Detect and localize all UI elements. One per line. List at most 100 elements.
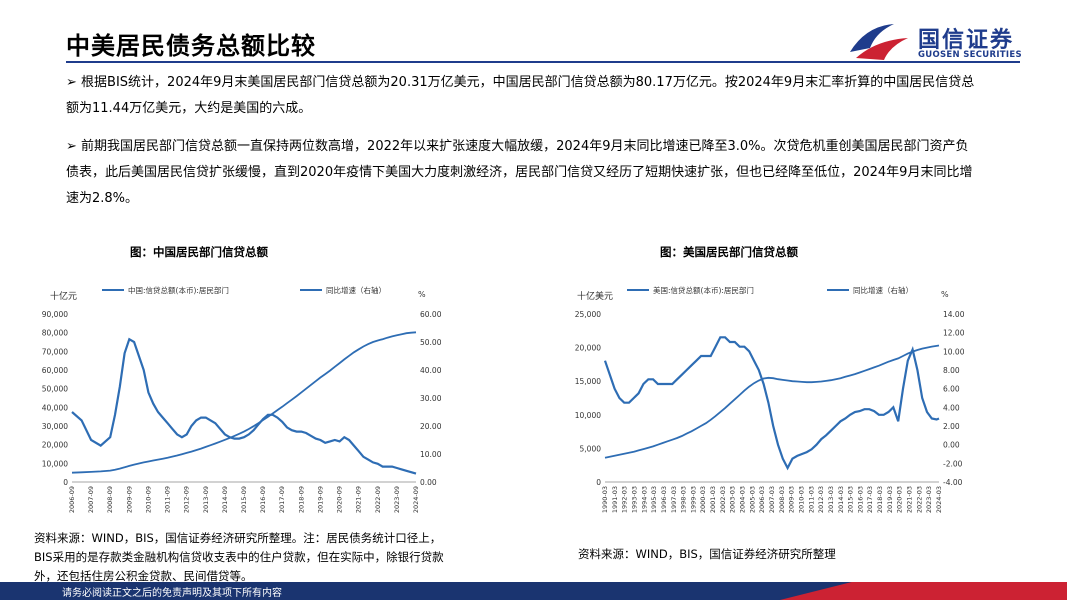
legend-label: 同比增速（右轴） bbox=[326, 285, 386, 295]
x-tick-label: 1993-03 bbox=[630, 486, 638, 513]
x-tick-label: 2020-09 bbox=[336, 486, 344, 513]
us-credit-chart: 十亿美元 % 美国:信贷总额(本币):居民部门 同比增速（右轴） 0 5,000 10,00… bbox=[575, 285, 965, 513]
x-tick-label: 2012-09 bbox=[183, 486, 191, 513]
y-tick-label-left: 0 bbox=[596, 478, 601, 487]
x-tick-label: 1992-03 bbox=[621, 486, 629, 513]
series-line-level bbox=[71, 331, 417, 474]
x-tick-label: 2021-03 bbox=[906, 486, 914, 513]
x-tick-label: 2020-03 bbox=[896, 486, 904, 513]
x-tick-label: 2011-03 bbox=[807, 486, 815, 513]
y-tick-label-left: 90,000 bbox=[42, 310, 68, 319]
x-tick-label: 2006-03 bbox=[758, 486, 766, 513]
bullet-arrow-icon: ➢ bbox=[66, 139, 77, 154]
y-tick-label-left: 0 bbox=[63, 478, 68, 487]
x-tick-label: 1991-03 bbox=[611, 486, 619, 513]
x-tick-label: 2009-03 bbox=[788, 486, 796, 513]
y-tick-label-left: 25,000 bbox=[575, 310, 601, 319]
y-tick-label-right: 4.00 bbox=[943, 403, 960, 412]
y-tick-label-right: 30.00 bbox=[420, 394, 442, 403]
y-tick-label-right: 10.00 bbox=[420, 450, 442, 459]
source-note-us: 资料来源：WIND，BIS，国信证券经济研究所整理 bbox=[578, 547, 836, 561]
y-tick-label-left: 10,000 bbox=[42, 459, 68, 468]
y-tick-label-right: 6.00 bbox=[943, 385, 960, 394]
right-axis-unit: % bbox=[418, 290, 426, 299]
y-tick-label-left: 20,000 bbox=[42, 441, 68, 450]
x-tick-label: 2018-09 bbox=[297, 486, 305, 513]
y-tick-label-right: -4.00 bbox=[943, 478, 963, 487]
company-logo-icon bbox=[850, 24, 908, 60]
x-tick-label: 1998-03 bbox=[680, 486, 688, 513]
x-tick-label: 2021-09 bbox=[355, 486, 363, 513]
x-tick-label: 2001-03 bbox=[709, 486, 717, 513]
legend-label: 美国:信贷总额(本币):居民部门 bbox=[653, 285, 754, 295]
x-tick-label: 2014-03 bbox=[837, 486, 845, 513]
y-tick-label-right: 2.00 bbox=[943, 422, 960, 431]
left-axis-unit: 十亿元 bbox=[50, 290, 77, 302]
x-tick-label: 1994-03 bbox=[640, 486, 648, 513]
x-tick-label: 2011-09 bbox=[164, 486, 172, 513]
y-tick-label-left: 80,000 bbox=[42, 329, 68, 338]
logo-text-en: GUOSEN SECURITIES bbox=[918, 50, 1022, 60]
chart-title-china: 图：中国居民部门信贷总额 bbox=[130, 245, 268, 259]
x-tick-label: 2006-09 bbox=[68, 486, 76, 513]
y-tick-label-right: 12.00 bbox=[943, 329, 965, 338]
y-tick-label-right: 40.00 bbox=[420, 366, 442, 375]
x-tick-label: 2016-09 bbox=[259, 486, 267, 513]
y-tick-label-left: 70,000 bbox=[42, 347, 68, 356]
y-tick-label-right: 60.00 bbox=[420, 310, 442, 319]
title-divider bbox=[66, 61, 1020, 63]
x-tick-label: 2015-09 bbox=[240, 486, 248, 513]
x-tick-label: 2003-03 bbox=[729, 486, 737, 513]
x-tick-label: 2015-03 bbox=[847, 486, 855, 513]
x-tick-label: 2013-03 bbox=[827, 486, 835, 513]
y-tick-label-left: 10,000 bbox=[575, 411, 601, 420]
x-tick-label: 2014-09 bbox=[221, 486, 229, 513]
x-tick-label: 2017-03 bbox=[866, 486, 874, 513]
chart-title-us: 图：美国居民部门信贷总额 bbox=[660, 245, 798, 259]
y-tick-label-left: 50,000 bbox=[42, 385, 68, 394]
x-tick-label: 2009-09 bbox=[125, 486, 133, 513]
x-tick-label: 2000-03 bbox=[699, 486, 707, 513]
x-tick-label: 2016-03 bbox=[856, 486, 864, 513]
y-tick-label-right: -2.00 bbox=[943, 459, 963, 468]
x-tick-label: 2008-03 bbox=[778, 486, 786, 513]
page-title: 中美居民债务总额比较 bbox=[66, 32, 316, 60]
paragraph-bis-total: ➢ 根据BIS统计，2024年9月末美国居民部门信贷总额为20.31万亿美元，中… bbox=[66, 70, 981, 122]
x-tick-label: 2012-03 bbox=[817, 486, 825, 513]
x-tick-label: 2013-09 bbox=[202, 486, 210, 513]
y-tick-label-left: 40,000 bbox=[42, 403, 68, 412]
x-tick-label: 1999-03 bbox=[689, 486, 697, 513]
y-tick-label-right: 14.00 bbox=[943, 310, 965, 319]
x-tick-label: 1996-03 bbox=[660, 486, 668, 513]
y-tick-label-right: 0.00 bbox=[420, 478, 437, 487]
legend-label: 中国:信贷总额(本币):居民部门 bbox=[128, 285, 229, 295]
x-tick-label: 2023-03 bbox=[925, 486, 933, 513]
x-tick-label: 2022-09 bbox=[374, 486, 382, 513]
x-tick-label: 1995-03 bbox=[650, 486, 658, 513]
series-line-growth bbox=[603, 336, 940, 471]
legend-label: 同比增速（右轴） bbox=[853, 285, 913, 295]
x-tick-label: 2019-09 bbox=[316, 486, 324, 513]
x-tick-label: 2010-03 bbox=[797, 486, 805, 513]
y-tick-label-left: 30,000 bbox=[42, 422, 68, 431]
left-axis-unit: 十亿美元 bbox=[577, 290, 613, 302]
china-credit-chart: 十亿元 % 中国:信贷总额(本币):居民部门 同比增速（右轴） 0 10,000 20,00… bbox=[42, 285, 442, 513]
x-tick-label: 2007-03 bbox=[768, 486, 776, 513]
footer-disclaimer: 请务必阅读正文之后的免责声明及其项下所有内容 bbox=[62, 588, 282, 599]
logo-text-cn: 国信证券 bbox=[918, 28, 1015, 53]
x-tick-label: 2007-09 bbox=[87, 486, 95, 513]
paragraph-text: 前期我国居民部门信贷总额一直保持两位数高增，2022年以来扩张速度大幅放缓，20… bbox=[66, 139, 973, 206]
x-tick-label: 2010-09 bbox=[144, 486, 152, 513]
x-tick-label: 2019-03 bbox=[886, 486, 894, 513]
right-axis-unit: % bbox=[941, 290, 949, 299]
x-tick-label: 2018-03 bbox=[876, 486, 884, 513]
bullet-arrow-icon: ➢ bbox=[66, 75, 77, 90]
x-tick-label: 2023-09 bbox=[393, 486, 401, 513]
x-tick-label: 2002-03 bbox=[719, 486, 727, 513]
y-tick-label-right: 10.00 bbox=[943, 347, 965, 356]
x-tick-label: 2005-03 bbox=[748, 486, 756, 513]
x-tick-label: 2024-09 bbox=[412, 486, 420, 513]
y-tick-label-right: 20.00 bbox=[420, 422, 442, 431]
x-tick-label: 2017-09 bbox=[278, 486, 286, 513]
source-note-china: 资料来源：WIND，BIS，国信证券经济研究所整理。注：居民债务统计口径上，BI… bbox=[34, 531, 444, 583]
